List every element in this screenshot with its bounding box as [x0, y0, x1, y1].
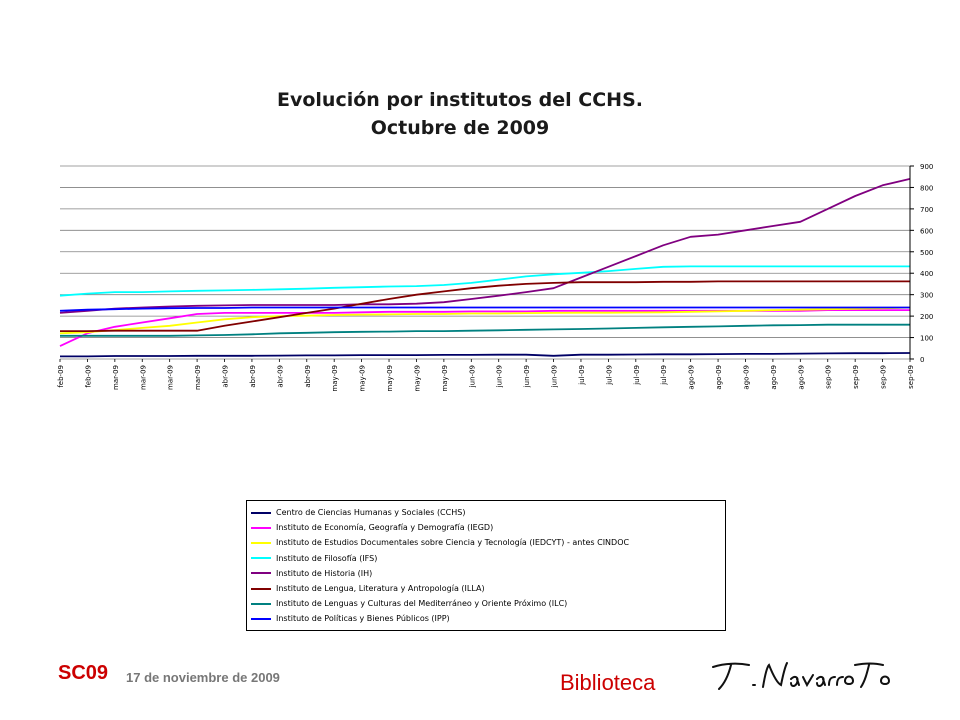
y-tick-label: 200	[920, 313, 933, 321]
y-tick-label: 100	[920, 335, 933, 343]
legend-swatch	[251, 511, 271, 514]
x-tick-label: abr-09	[222, 365, 230, 388]
series-line-1	[60, 352, 911, 358]
legend-swatch	[251, 602, 271, 605]
legend-label: Instituto de Filosofía (IFS)	[276, 553, 378, 563]
signature-logo	[712, 662, 891, 690]
y-tick-label: 600	[920, 227, 933, 235]
x-tick-label: may-09	[441, 365, 449, 392]
x-tick-label: mar-09	[194, 365, 202, 390]
legend-swatch	[251, 617, 271, 620]
x-tick-label: mar-09	[112, 365, 120, 390]
series-line-8	[59, 306, 910, 312]
y-tick-label: 500	[920, 249, 933, 257]
x-tick-label: ago-09	[770, 365, 778, 390]
y-tick-label: 800	[920, 184, 933, 192]
footer-code: SC09	[58, 662, 109, 684]
x-tick-label: abr-09	[276, 365, 284, 388]
legend-swatch	[251, 541, 271, 544]
x-tick-label: jul-09	[633, 365, 641, 386]
legend-swatch	[251, 572, 271, 575]
x-tick-label: ago-09	[742, 365, 750, 390]
series-line-6	[60, 280, 910, 333]
x-tick-label: feb-09	[57, 365, 65, 388]
legend-item: Instituto de Lenguas y Culturas del Medi…	[251, 596, 725, 611]
legend-item: Instituto de Filosofía (IFS)	[251, 551, 725, 566]
x-tick-label: may-09	[413, 365, 421, 392]
x-tick-label: may-09	[386, 365, 394, 392]
chart-title: Evolución por institutos del CCHS. Octub…	[250, 86, 670, 142]
x-tick-label: abr-09	[249, 365, 257, 388]
legend-label: Instituto de Lengua, Literatura y Antrop…	[276, 584, 485, 594]
y-tick-label: 400	[920, 270, 933, 278]
legend-item: Instituto de Lengua, Literatura y Antrop…	[251, 581, 725, 596]
y-tick-label: 0	[920, 356, 924, 364]
x-tick-label: jun-09	[551, 365, 559, 388]
legend-item: Instituto de Estudios Documentales sobre…	[251, 535, 725, 550]
y-tick-label: 700	[920, 206, 933, 214]
y-tick-label: 900	[920, 163, 933, 171]
axis-layer: 0 100 200 300 400 500 600 700 800 900 feb-09 feb-09…	[57, 163, 933, 392]
x-tick-label: mar-09	[139, 365, 147, 390]
series-line-4	[59, 265, 910, 297]
legend-swatch	[251, 526, 271, 529]
series-line-5	[59, 178, 911, 314]
y-tick-label: 300	[920, 292, 933, 300]
chart-title-line-1: Evolución por institutos del CCHS.	[277, 89, 643, 111]
x-tick-label: abr-09	[304, 365, 312, 388]
x-tick-label: ago-09	[715, 365, 723, 390]
legend-label: Instituto de Economía, Geografía y Demog…	[276, 523, 494, 533]
legend-label: Instituto de Políticas y Bienes Públicos…	[276, 614, 450, 624]
legend-label: Instituto de Historia (IH)	[276, 568, 373, 578]
x-tick-label: jul-09	[660, 365, 668, 386]
legend-swatch	[251, 557, 271, 560]
x-tick-label: ago-09	[688, 365, 696, 390]
footer-library: Biblioteca	[560, 670, 656, 695]
x-tick-label: sep-09	[907, 365, 915, 389]
legend-label: Instituto de Lenguas y Culturas del Medi…	[276, 599, 568, 609]
series-line-7	[60, 323, 910, 337]
x-tick-label: jul-09	[605, 365, 613, 386]
x-tick-label: feb-09	[84, 365, 92, 388]
footer-date: 17 de noviembre de 2009	[126, 670, 280, 685]
grid-layer	[60, 165, 910, 360]
x-tick-label: ago-09	[797, 365, 805, 390]
legend-label: Instituto de Estudios Documentales sobre…	[276, 538, 630, 548]
legend-label: Centro de Ciencias Humanas y Sociales (C…	[276, 508, 466, 518]
x-tick-label: jul-09	[578, 365, 586, 386]
chart-title-line-2: Octubre de 2009	[370, 117, 550, 139]
legend-swatch	[251, 587, 271, 590]
x-tick-label: jun-09	[468, 365, 476, 388]
legend: Centro de Ciencias Humanas y Sociales (C…	[246, 500, 726, 631]
x-tick-label: sep-09	[880, 365, 888, 389]
series-layer	[59, 178, 911, 358]
x-tick-label: may-09	[331, 365, 339, 392]
x-tick-label: jun-09	[523, 365, 531, 388]
series-line-2	[59, 309, 910, 347]
x-tick-label: may-09	[359, 365, 367, 392]
legend-item: Centro de Ciencias Humanas y Sociales (C…	[251, 505, 725, 520]
x-tick-label: mar-09	[167, 365, 175, 390]
legend-item: Instituto de Políticas y Bienes Públicos…	[251, 611, 725, 626]
x-tick-label: sep-09	[852, 365, 860, 389]
x-tick-label: sep-09	[825, 365, 833, 389]
x-tick-label: jun-09	[496, 365, 504, 388]
legend-item: Instituto de Economía, Geografía y Demog…	[251, 520, 725, 535]
legend-item: Instituto de Historia (IH)	[251, 566, 725, 581]
series-line-3	[59, 306, 911, 335]
